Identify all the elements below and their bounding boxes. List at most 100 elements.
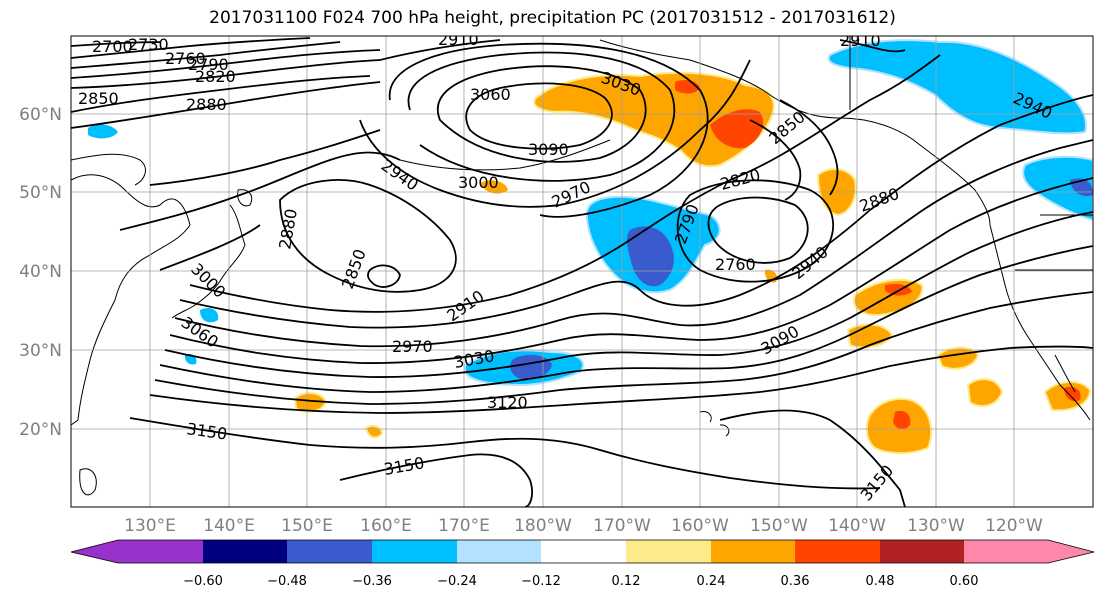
contour-3030 (164, 211, 1093, 378)
lon-label: 170°W (593, 516, 651, 536)
lon-label: 140°E (203, 516, 255, 536)
contour-label: 2880 (186, 95, 227, 114)
map-title: 2017031100 F024 700 hPa height, precipit… (209, 8, 896, 28)
contour-label: 2760 (165, 49, 206, 68)
contour-3030-high (437, 65, 647, 163)
colorbar-bin-8 (711, 540, 795, 563)
contour-2910-north (379, 39, 501, 61)
contour-2970-mid (174, 139, 1093, 348)
contour-2820 (71, 59, 381, 89)
contour-label: 2910 (438, 30, 479, 49)
contour-3060 (159, 245, 1093, 393)
precip-strong-ep7 (1064, 386, 1081, 402)
colorbar-under-triangle (71, 540, 118, 563)
lon-label: 160°E (360, 516, 412, 536)
lon-label: 180°W (514, 516, 572, 536)
contour-ne-trough-2 (749, 119, 802, 201)
colorbar-bin-1 (118, 540, 203, 563)
contour-2940-mid (179, 94, 1093, 329)
contour-low-central (707, 196, 809, 264)
coastline-japan-hokkaido (237, 189, 253, 207)
contour-low-cutoff-west (279, 179, 457, 293)
contour-label: 2790 (188, 55, 229, 74)
contour-3000 (169, 177, 1093, 364)
colorbar-tick-label: 0.36 (781, 574, 810, 589)
colorbar-tick-label: −0.36 (352, 574, 392, 589)
coastline-kamchatka (71, 153, 146, 186)
contour-2790 (71, 49, 381, 79)
colorbar-bin-4 (372, 540, 457, 563)
contour-label: 2700 (92, 37, 133, 56)
colorbar-bin-10 (880, 540, 964, 563)
contour-2730 (71, 37, 311, 59)
precip-positive-ep6 (966, 378, 1004, 408)
contour-3150-south (339, 453, 533, 507)
lon-label: 130°E (124, 516, 176, 536)
coastline-asia (71, 174, 191, 426)
contour-2700 (71, 41, 161, 47)
colorbar-bin-11 (964, 540, 1048, 563)
colorbar-tick-label: 0.24 (697, 574, 726, 589)
contour-2970-ridge (388, 42, 709, 218)
height-contours (71, 37, 1093, 507)
colorbar-tick-label: 0.12 (612, 574, 641, 589)
contour-label: 2730 (128, 35, 169, 54)
colorbar-tick-label: −0.48 (267, 574, 307, 589)
lon-label: 150°W (750, 516, 808, 536)
lat-label: 60°N (19, 105, 62, 125)
contour-label: 2760 (715, 255, 756, 274)
contour-label: 3000 (458, 173, 499, 192)
contour-label: 3090 (528, 140, 569, 159)
contour-2850 (71, 75, 371, 113)
contour-3060-high (465, 82, 613, 150)
lon-label: 140°W (828, 516, 886, 536)
lon-label: 150°E (281, 516, 333, 536)
colorbar-tick-label: −0.60 (183, 574, 223, 589)
contour-3150-main (129, 417, 881, 490)
precip-negative-ne-2 (1022, 155, 1093, 222)
contour-band-2 (119, 151, 401, 231)
contour-2910-mid (189, 54, 941, 313)
lat-label: 30°N (19, 341, 62, 361)
contour-low-central-2 (676, 179, 835, 283)
coastline-north-america (989, 224, 1091, 421)
colorbar-bin-2 (203, 540, 287, 563)
colorbar-ticks: −0.60 −0.48 −0.36 −0.24 −0.12 0.12 0.24 … (183, 574, 978, 589)
contour-band-1 (149, 129, 381, 186)
lon-label: 120°W (985, 516, 1043, 536)
contour-2880 (71, 81, 381, 129)
contour-label: 2850 (78, 89, 119, 108)
contour-low-cutoff-west-inner (367, 264, 401, 288)
lon-label: 170°E (438, 516, 490, 536)
plot-frame (70, 35, 1094, 508)
contour-band-3 (159, 224, 261, 271)
contour-label: 2820 (195, 67, 236, 86)
precip-negative-ne (827, 39, 1087, 135)
colorbar-bin-5 (457, 540, 541, 563)
contour-3150-east (719, 409, 906, 507)
colorbar-outline (70, 539, 1095, 564)
precip-strong-gulf-alaska (710, 109, 764, 149)
latitude-labels: 60°N 50°N 40°N 30°N 20°N (19, 105, 62, 440)
contour-label: 3120 (487, 393, 528, 412)
colorbar-bin-7 (626, 540, 711, 563)
coastline-japan (171, 204, 246, 319)
colorbar-bin-9 (795, 540, 880, 563)
contour-label: 2910 (840, 31, 881, 50)
precip-negative-japan (200, 308, 219, 323)
precip-negative-kamchatka (88, 124, 118, 139)
colorbar-over-triangle (1048, 540, 1094, 563)
lat-label: 40°N (19, 262, 62, 282)
coastline-baja (1054, 354, 1076, 393)
precip-strong-ep4 (893, 410, 911, 430)
contour-2940-ridge (359, 59, 751, 208)
precip-positive-wp3 (480, 180, 508, 194)
longitude-labels: 130°E 140°E 150°E 160°E 170°E 180°W 170°… (124, 516, 1043, 536)
contour-3000-high (407, 51, 676, 182)
lat-label: 20°N (19, 420, 62, 440)
colorbar-bin-6 (541, 540, 626, 563)
lat-label: 50°N (19, 183, 62, 203)
contour-2760 (71, 41, 341, 69)
colorbar-tick-label: −0.24 (437, 574, 477, 589)
